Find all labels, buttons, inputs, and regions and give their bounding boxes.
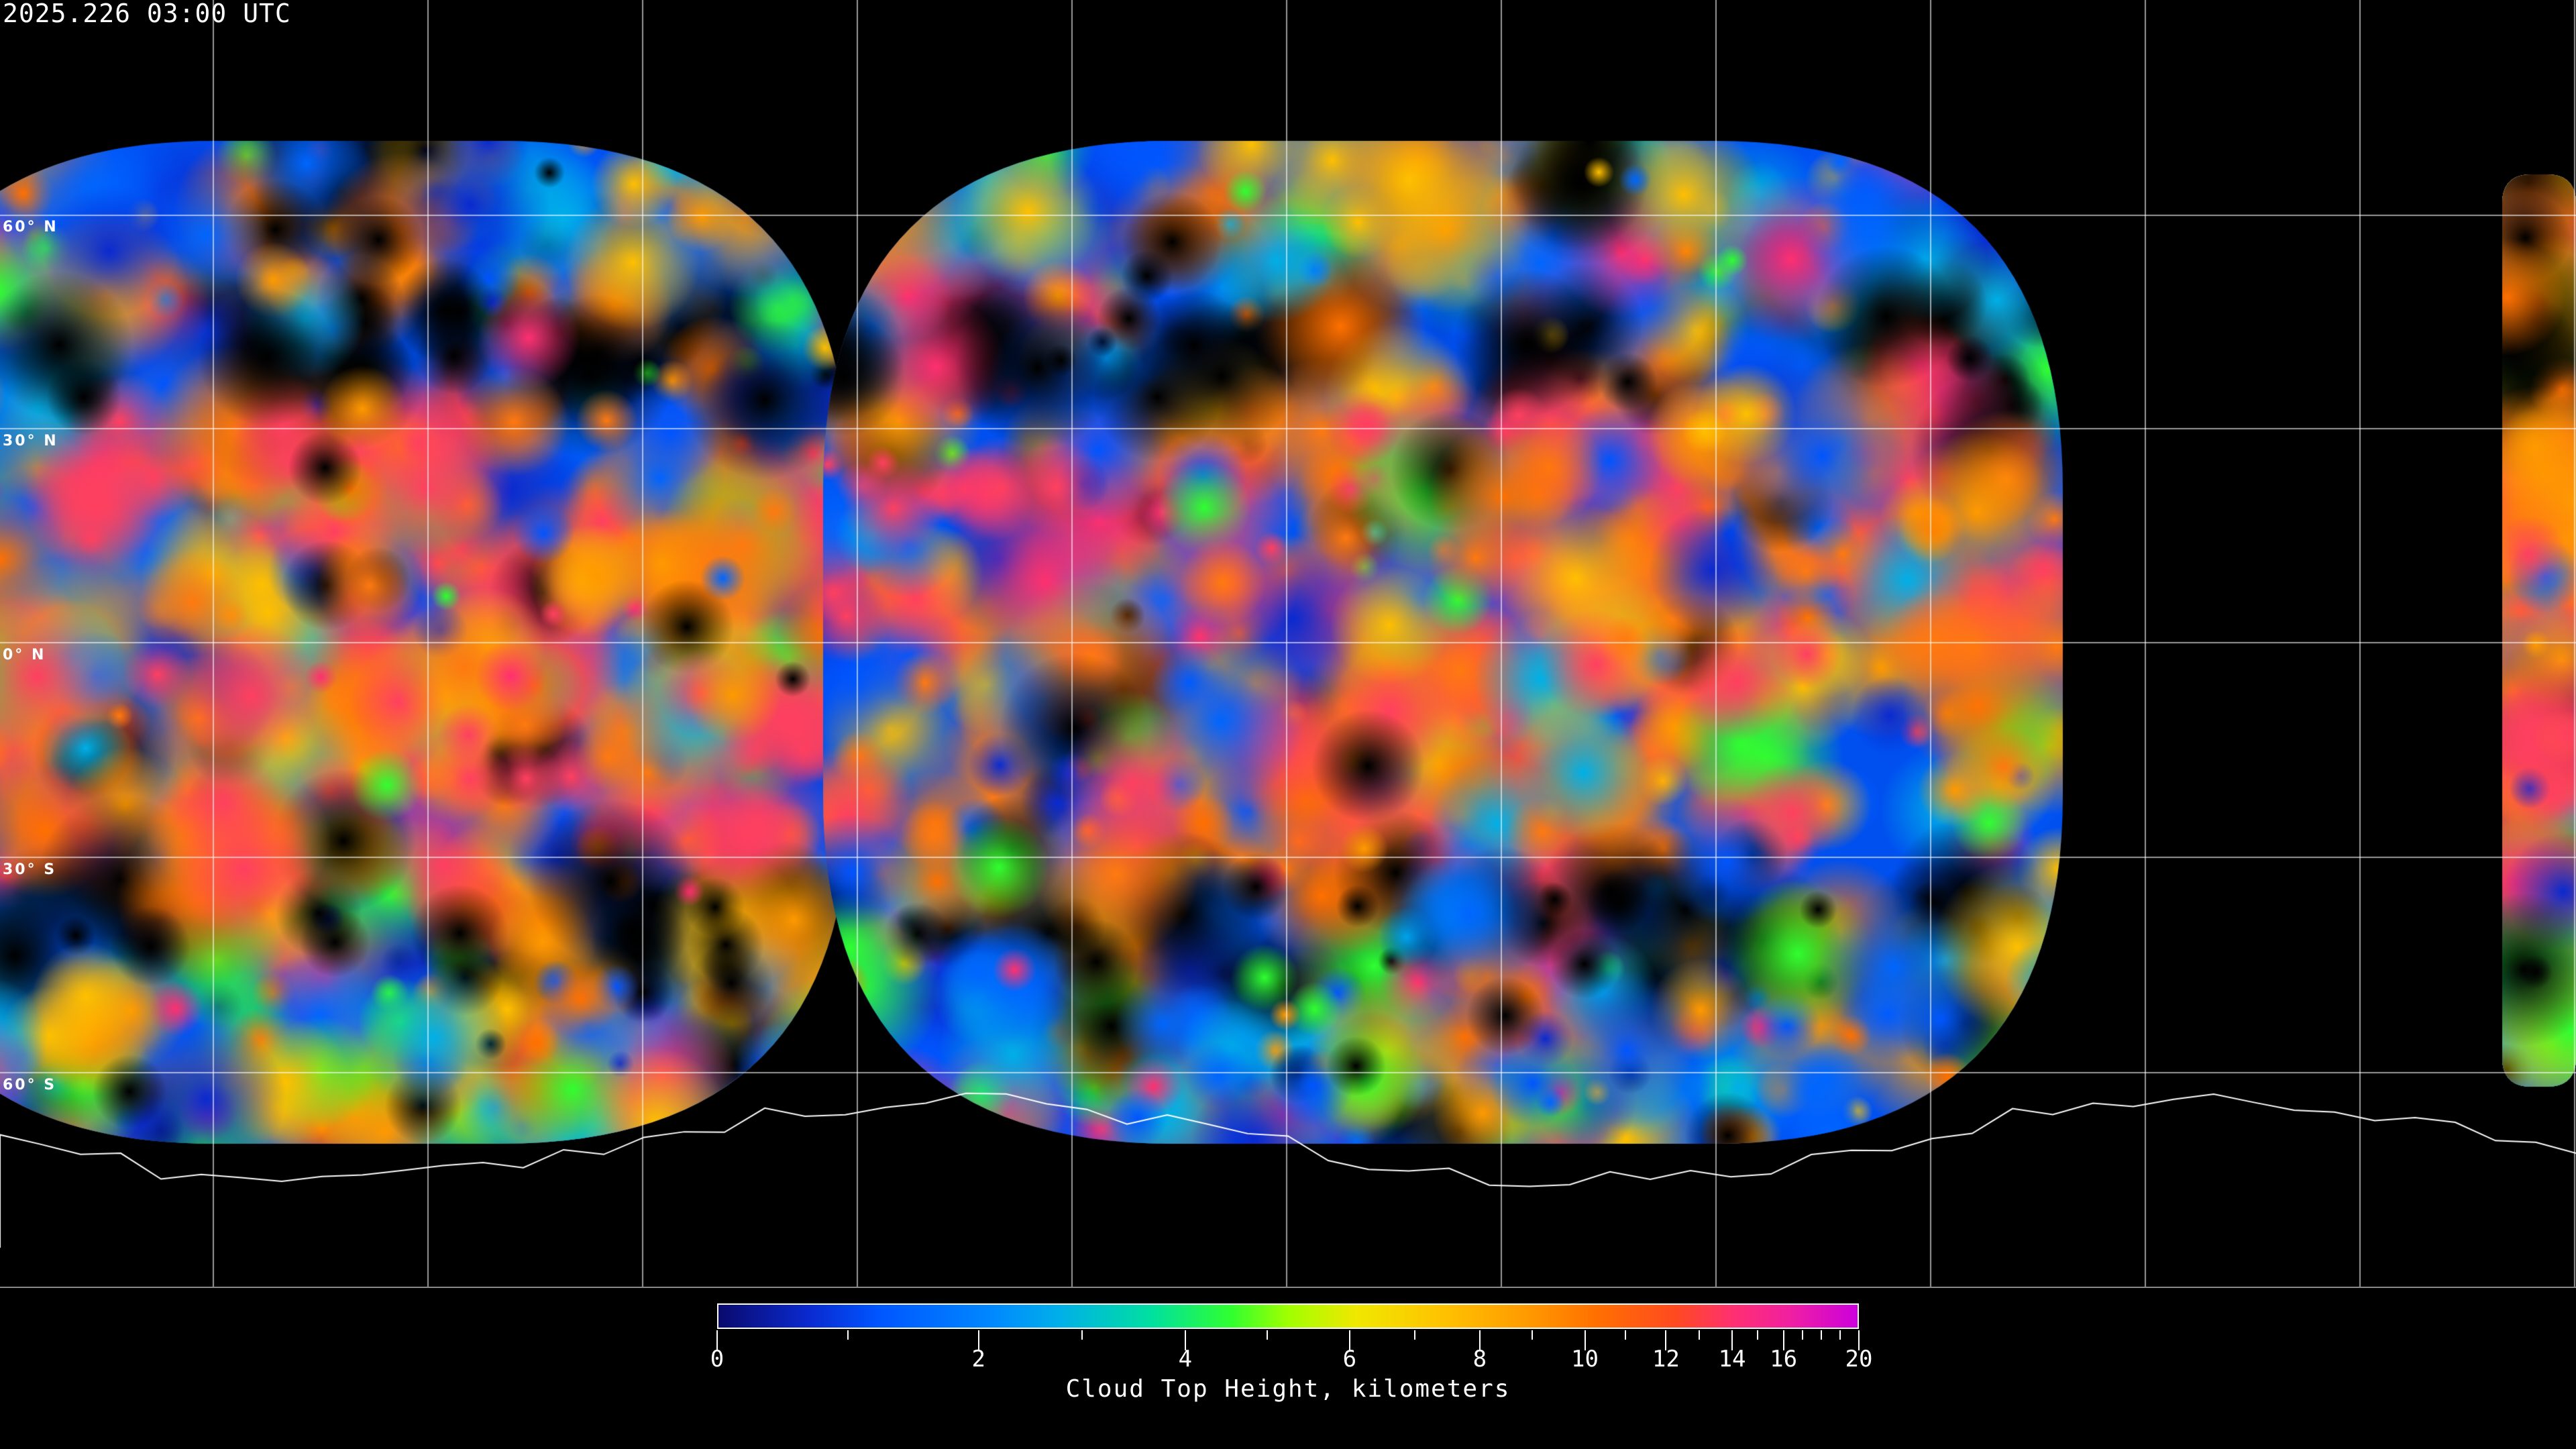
colorbar-minor-tick xyxy=(1820,1330,1822,1340)
colorbar-major-tick xyxy=(977,1330,979,1350)
colorbar-minor-tick xyxy=(1839,1330,1841,1340)
colorbar-tick-label: 8 xyxy=(1472,1346,1487,1373)
colorbar-tick-label: 2 xyxy=(971,1346,985,1373)
colorbar-tick-label: 12 xyxy=(1652,1346,1680,1373)
colorbar-minor-tick xyxy=(1081,1330,1083,1340)
colorbar-minor-tick xyxy=(847,1330,849,1340)
colorbar-minor-tick xyxy=(1532,1330,1534,1340)
colorbar-major-tick xyxy=(1665,1330,1667,1350)
colorbar-minor-tick xyxy=(1267,1330,1269,1340)
colorbar-major-tick xyxy=(1184,1330,1186,1350)
colorbar-tick-label: 16 xyxy=(1770,1346,1798,1373)
colorbar-ticks xyxy=(0,1330,2576,1357)
timestamp-title: 2025.226 03:00 UTC xyxy=(3,0,291,28)
lat-label-30s: 30° S xyxy=(3,861,57,878)
colorbar-major-tick xyxy=(1782,1330,1784,1350)
colorbar-tick-label: 6 xyxy=(1342,1346,1357,1373)
colorbar-tick-label: 20 xyxy=(1845,1346,1873,1373)
colorbar-major-tick xyxy=(1858,1330,1860,1350)
colorbar-major-tick xyxy=(1479,1330,1481,1350)
colorbar-tick-label: 10 xyxy=(1571,1346,1599,1373)
colorbar-major-tick xyxy=(1348,1330,1350,1350)
colorbar-title: Cloud Top Height, kilometers xyxy=(1065,1375,1511,1403)
colorbar-minor-tick xyxy=(1624,1330,1626,1340)
colorbar-minor-tick xyxy=(1757,1330,1759,1340)
lat-label-0n: 0° N xyxy=(3,647,46,663)
colorbar-tick-label: 0 xyxy=(710,1346,724,1373)
lat-label-30n: 30° N xyxy=(3,433,58,449)
lat-label-60s: 60° S xyxy=(3,1077,57,1093)
colorbar-major-tick xyxy=(1731,1330,1733,1350)
colorbar-tick-label: 14 xyxy=(1718,1346,1746,1373)
lat-label-60n: 60° N xyxy=(3,219,58,235)
map-border xyxy=(0,1287,2576,1288)
colorbar-minor-tick xyxy=(1801,1330,1803,1340)
colorbar-tick-label: 4 xyxy=(1178,1346,1193,1373)
colorbar-minor-tick xyxy=(1698,1330,1700,1340)
colorbar-minor-tick xyxy=(1413,1330,1415,1340)
colorbar-major-tick xyxy=(716,1330,718,1350)
colorbar xyxy=(717,1303,1859,1329)
colorbar-major-tick xyxy=(1584,1330,1586,1350)
cloud-top-height-map xyxy=(0,0,2576,1287)
